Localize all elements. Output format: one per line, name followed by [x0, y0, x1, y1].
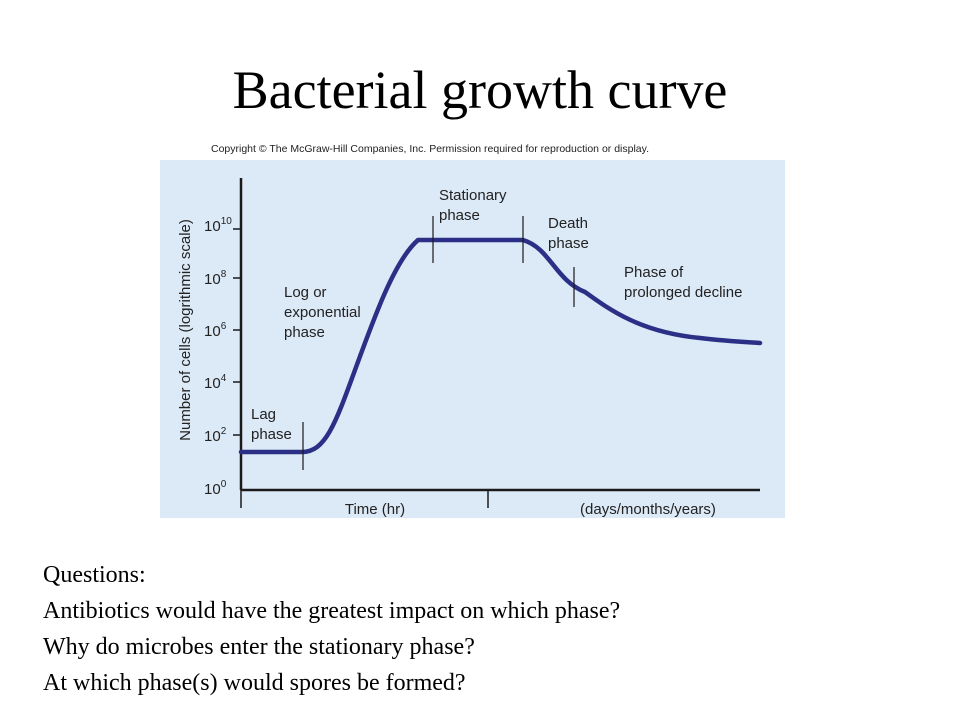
figure-panel [160, 160, 785, 518]
y-tick-label: 1010 [204, 216, 232, 235]
y-tick-label: 104 [204, 373, 227, 392]
question-item: At which phase(s) would spores be formed… [43, 670, 466, 696]
growth-curve-svg: Number of cells (logrithmic scale) 100 1… [160, 160, 785, 518]
decline-phase-label: Phase of prolonged decline [624, 264, 742, 301]
question-item: Why do microbes enter the stationary pha… [43, 634, 475, 660]
log-phase-label: Log or exponential phase [284, 284, 365, 341]
y-tick-label: 108 [204, 269, 227, 288]
y-tick-label: 106 [204, 321, 227, 340]
y-tick-label: 102 [204, 426, 227, 445]
growth-curve-line [238, 237, 763, 455]
question-item: Antibiotics would have the greatest impa… [43, 598, 621, 624]
y-tick-label: 100 [204, 479, 227, 498]
x-axis-label-time: Time (hr) [345, 501, 405, 518]
death-phase-label: Death phase [548, 215, 592, 252]
questions-block: Questions: Antibiotics would have the gr… [43, 557, 620, 701]
questions-heading: Questions: [43, 562, 146, 588]
growth-curve-figure: Number of cells (logrithmic scale) 100 1… [160, 160, 785, 518]
copyright-notice: Copyright © The McGraw-Hill Companies, I… [211, 143, 650, 155]
stationary-phase-label: Stationary phase [439, 187, 511, 224]
y-axis-label: Number of cells (logrithmic scale) [177, 219, 194, 441]
lag-phase-label: Lag phase [251, 406, 292, 443]
slide-title: Bacterial growth curve [232, 60, 728, 120]
x-axis-label-long: (days/months/years) [580, 501, 716, 518]
